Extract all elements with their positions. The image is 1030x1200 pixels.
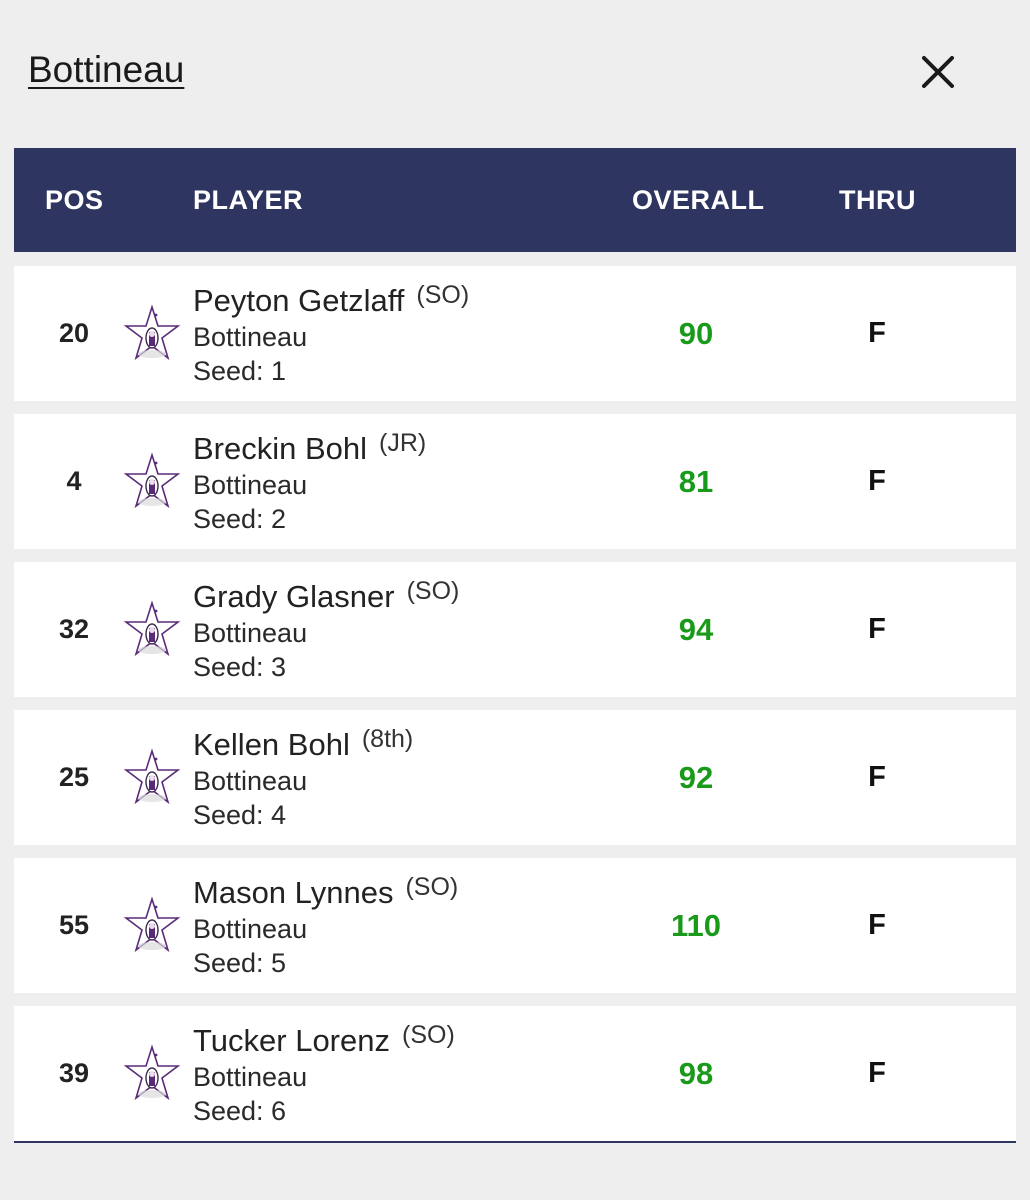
- overall-score: 90: [678, 316, 714, 351]
- thru-status: F: [868, 317, 886, 349]
- leaderboard-table: POS PLAYER OVERALL THRU 20 Peyton Getzla…: [14, 148, 1016, 1143]
- overall-score: 110: [670, 908, 721, 943]
- column-header-thru[interactable]: THRU: [839, 185, 916, 215]
- table-row[interactable]: 32 Grady Glasner (SO) Bottineau Seed: 3 9…: [14, 562, 1016, 697]
- player-info: Kellen Bohl (8th) Bottineau Seed: 4: [193, 725, 414, 832]
- player-grade: (SO): [405, 873, 459, 901]
- player-grade: (JR): [379, 429, 427, 457]
- player-grade: (SO): [406, 577, 460, 605]
- player-info: Tucker Lorenz (SO) Bottineau Seed: 6: [193, 1021, 455, 1128]
- table-header: POS PLAYER OVERALL THRU: [14, 148, 1016, 252]
- position-cell: 20: [58, 318, 90, 348]
- player-seed: Seed: 2: [193, 504, 287, 534]
- thru-status: F: [868, 465, 886, 497]
- player-team: Bottineau: [193, 322, 308, 352]
- team-title-link[interactable]: Bottineau: [28, 49, 185, 90]
- player-team: Bottineau: [193, 470, 308, 500]
- thru-status: F: [868, 909, 886, 941]
- player-info: Breckin Bohl (JR) Bottineau Seed: 2: [193, 429, 427, 536]
- player-team: Bottineau: [193, 1062, 308, 1092]
- table-row[interactable]: 25 Kellen Bohl (8th) Bottineau Seed: 4 92…: [14, 710, 1016, 845]
- player-grade: (SO): [402, 1021, 455, 1049]
- thru-status: F: [868, 613, 886, 645]
- player-team: Bottineau: [193, 914, 308, 944]
- player-seed: Seed: 3: [193, 652, 287, 682]
- player-name[interactable]: Breckin Bohl: [193, 431, 368, 466]
- player-name[interactable]: Peyton Getzlaff: [193, 283, 405, 318]
- player-seed: Seed: 5: [193, 948, 287, 978]
- player-seed: Seed: 4: [193, 800, 287, 830]
- column-header-pos[interactable]: POS: [45, 185, 104, 215]
- position-cell: 25: [58, 762, 90, 792]
- table-row[interactable]: 39 Tucker Lorenz (SO) Bottineau Seed: 6 9…: [14, 1006, 1016, 1143]
- position-cell: 39: [58, 1058, 90, 1088]
- player-name[interactable]: Kellen Bohl: [193, 727, 350, 762]
- team-logo-star-icon: [123, 1044, 181, 1101]
- table-row[interactable]: 4 Breckin Bohl (JR) Bottineau Seed: 2 81 …: [14, 414, 1016, 549]
- player-seed: Seed: 6: [193, 1096, 287, 1126]
- team-logo-star-icon: [123, 304, 181, 361]
- player-grade: (SO): [416, 281, 470, 309]
- position-cell: 32: [58, 614, 90, 644]
- position-cell: 4: [66, 466, 82, 496]
- team-logo-star-icon: [123, 452, 181, 509]
- overall-score: 98: [678, 1056, 714, 1091]
- thru-status: F: [868, 761, 886, 793]
- table-body: 20 Peyton Getzlaff (SO) Bottineau Seed: 1…: [14, 266, 1016, 1143]
- thru-status: F: [868, 1057, 886, 1089]
- player-name[interactable]: Mason Lynnes: [193, 875, 394, 910]
- modal-header: Bottineau: [0, 0, 1030, 140]
- overall-score: 92: [678, 760, 714, 795]
- table-row[interactable]: 55 Mason Lynnes (SO) Bottineau Seed: 5 11…: [14, 858, 1016, 993]
- team-logo-star-icon: [123, 748, 181, 805]
- overall-score: 81: [678, 464, 714, 499]
- player-name[interactable]: Grady Glasner: [193, 579, 395, 614]
- close-icon: [922, 56, 954, 88]
- player-info: Mason Lynnes (SO) Bottineau Seed: 5: [193, 873, 459, 980]
- player-info: Peyton Getzlaff (SO) Bottineau Seed: 1: [193, 281, 470, 388]
- team-logo-star-icon: [123, 600, 181, 657]
- player-seed: Seed: 1: [193, 356, 287, 386]
- player-team: Bottineau: [193, 766, 308, 796]
- player-name[interactable]: Tucker Lorenz: [193, 1023, 390, 1058]
- overall-score: 94: [678, 612, 714, 647]
- close-button[interactable]: [916, 50, 960, 94]
- column-header-player[interactable]: PLAYER: [193, 185, 304, 215]
- player-grade: (8th): [361, 725, 414, 753]
- table-row[interactable]: 20 Peyton Getzlaff (SO) Bottineau Seed: 1…: [14, 266, 1016, 401]
- position-cell: 55: [58, 910, 90, 940]
- player-team: Bottineau: [193, 618, 308, 648]
- team-logo-star-icon: [123, 896, 181, 953]
- column-header-overall[interactable]: OVERALL: [632, 185, 765, 215]
- player-info: Grady Glasner (SO) Bottineau Seed: 3: [193, 577, 460, 684]
